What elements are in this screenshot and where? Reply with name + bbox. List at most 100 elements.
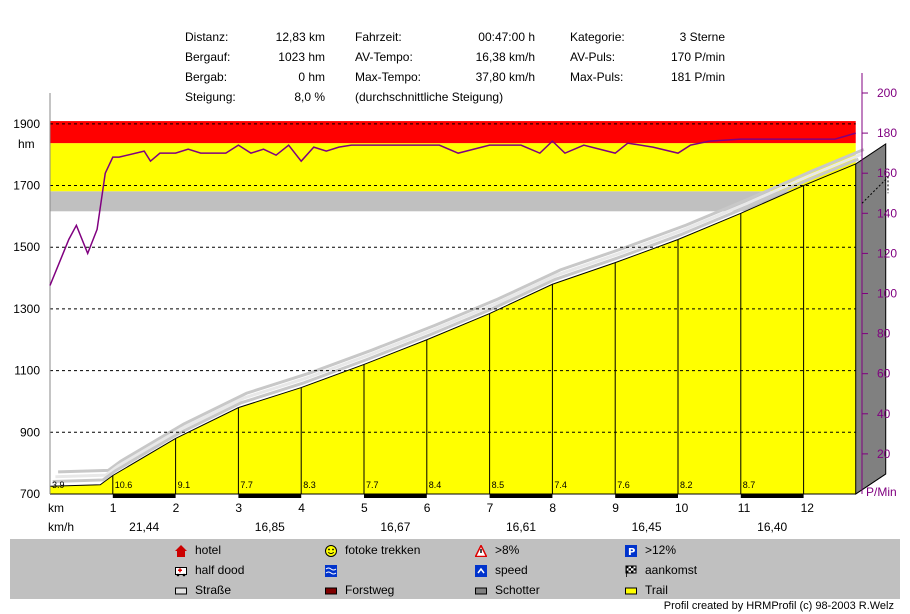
speed-label: 21,44: [129, 520, 159, 534]
steigung-note: (durchschnittliche Steigung): [355, 90, 504, 104]
x-tick-label: 1: [110, 501, 117, 515]
stat-label: Bergauf:: [185, 50, 231, 64]
stat-value: 3 Sterne: [679, 30, 725, 44]
x-tick-label: 12: [801, 501, 815, 515]
legend-panel: hotel fotoke trekken >8% P >12% half dood spee…: [10, 539, 900, 599]
x-tick-label: 5: [361, 501, 368, 515]
y-right-tick-label: 200: [877, 86, 897, 100]
stat-value: 170 P/min: [670, 50, 725, 64]
y-left-tick-label: 1300: [13, 302, 40, 316]
legend-label: Trail: [645, 583, 668, 597]
y-right-tick-label: 100: [877, 287, 897, 301]
gradient-label: 3.9: [52, 480, 65, 490]
gradient-label: 8.7: [743, 480, 756, 490]
x-tick-label: 9: [612, 501, 619, 515]
speed-label: 16,85: [255, 520, 285, 534]
hr-zone-band: [50, 121, 856, 144]
surface-bar: [489, 494, 553, 498]
x-tick-label: 8: [549, 501, 556, 515]
legend-label: Forstweg: [345, 583, 395, 597]
stat-value: 12,83 km: [275, 30, 325, 44]
surface-bar: [238, 494, 302, 498]
y-right-tick-label: 160: [877, 166, 897, 180]
stat-label: Distanz:: [185, 30, 229, 44]
elevation-profile-chart: 3.9 10.6 9.1 7.7 8.3 7.7 8.4 8.5 7.4 7.6 8.2 8.7 700…: [13, 73, 897, 534]
surface-bar: [740, 494, 804, 498]
x-tick-label: 7: [487, 501, 494, 515]
speed-label: 16,40: [757, 520, 787, 534]
speed-label: 16,67: [380, 520, 410, 534]
speed-axis-unit: km/h: [48, 520, 74, 534]
legend-label: Schotter: [495, 583, 540, 597]
y-left-tick-label: 700: [20, 487, 40, 501]
gradient-label: 7.7: [366, 480, 379, 490]
warning-triangle-icon: [474, 543, 488, 558]
x-tick-label: 11: [738, 501, 751, 515]
credit-text: Profil created by HRMProfil (c) 98-2003 …: [663, 600, 894, 612]
hr-threshold-marker: [861, 176, 889, 204]
legend-label: Straße: [195, 583, 232, 597]
gradient-label: 7.4: [554, 480, 567, 490]
y-left-tick-label: 1500: [13, 240, 40, 254]
elevation-ribbon: [55, 152, 862, 479]
legend-label: speed: [495, 563, 528, 577]
x-tick-label: 3: [235, 501, 242, 515]
elevation-ribbon: [52, 157, 859, 483]
speed-icon: [475, 565, 487, 577]
hr-zone-band: [50, 191, 856, 212]
surface-bar: [615, 494, 678, 498]
gravel-icon: [475, 585, 487, 597]
stat-label: Max-Puls:: [570, 70, 624, 84]
y-right-tick-label: 20: [877, 447, 891, 461]
stat-value: 1023 hm: [278, 50, 325, 64]
y-right-tick-label: 120: [877, 246, 897, 260]
gradient-label: 8.4: [429, 480, 442, 490]
y-left-tick-label: 1100: [14, 364, 40, 378]
stat-label: Kategorie:: [570, 30, 625, 44]
gradient-label: 8.3: [303, 480, 316, 490]
stat-label: Steigung:: [185, 90, 236, 104]
y-right-tick-label: 180: [877, 126, 897, 140]
y-right-tick-label: 80: [877, 327, 891, 341]
legend-label: fotoke trekken: [345, 543, 421, 557]
road-icon: [175, 585, 187, 597]
stat-label: Fahrzeit:: [355, 30, 402, 44]
gradient-label: 7.7: [240, 480, 253, 490]
stat-value: 8,0 %: [294, 90, 325, 104]
legend-label: aankomst: [645, 563, 698, 577]
stat-label: Max-Tempo:: [355, 70, 422, 84]
y-left-tick-label: 1700: [13, 179, 40, 193]
gradient-label: 8.2: [680, 480, 693, 490]
x-tick-label: 4: [298, 501, 305, 515]
speed-label: 16,61: [506, 520, 536, 534]
gradient-label: 8.5: [492, 480, 505, 490]
y-right-tick-label: 140: [877, 206, 897, 220]
stat-value: 0 hm: [298, 70, 325, 84]
parking-icon: P: [625, 545, 637, 558]
gradient-label: 7.6: [617, 480, 630, 490]
hotel-icon: [175, 545, 187, 557]
stat-label: AV-Tempo:: [355, 50, 413, 64]
stat-value: 16,38 km/h: [475, 50, 535, 64]
stat-value: 00:47:00 h: [478, 30, 535, 44]
smiley-icon: [325, 545, 337, 557]
legend-label: >8%: [495, 543, 520, 557]
svg-text:P: P: [628, 547, 635, 557]
x-tick-label: 6: [424, 501, 431, 515]
depth-edge: [855, 473, 887, 495]
y-right-unit: P/Min: [866, 485, 897, 499]
y-left-unit: hm: [18, 137, 35, 151]
elevation-ribbon: [58, 148, 865, 474]
speed-label: 16,45: [632, 520, 662, 534]
x-tick-label: 2: [173, 501, 180, 515]
legend-label: half dood: [195, 563, 245, 577]
water-icon: [325, 565, 337, 577]
stat-label: AV-Puls:: [570, 50, 616, 64]
forest-road-icon: [325, 585, 337, 597]
ambulance-icon: [175, 565, 187, 577]
surface-bar: [112, 494, 176, 498]
gradient-label: 9.1: [178, 480, 191, 490]
y-right-tick-label: 40: [877, 407, 891, 421]
surface-bar: [364, 494, 427, 498]
elevation-side-shadow: [855, 143, 887, 495]
